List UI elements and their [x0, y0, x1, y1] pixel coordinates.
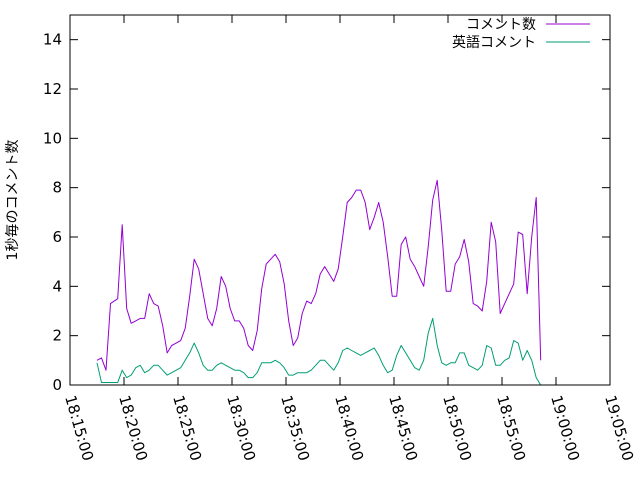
- y-tick-label: 0: [52, 376, 62, 394]
- y-tick-label: 10: [43, 129, 62, 147]
- legend-label-2: 英語コメント: [452, 34, 536, 51]
- series-line-2: [96, 317, 542, 386]
- y-tick-label: 12: [43, 80, 62, 98]
- y-tick-label: 8: [52, 179, 62, 197]
- legend-label-1: コメント数: [466, 17, 536, 33]
- y-axis: 0 2 4 6 8 10 12 14: [43, 31, 610, 394]
- y-tick-label: 2: [52, 327, 62, 345]
- y-tick-label: 4: [52, 277, 62, 295]
- plot-series-group: [96, 179, 542, 386]
- series-line-1: [96, 179, 542, 371]
- y-axis-title: 1秒毎のコメント数: [5, 140, 21, 261]
- y-tick-label: 6: [52, 228, 62, 246]
- y-tick-label: 14: [43, 31, 62, 49]
